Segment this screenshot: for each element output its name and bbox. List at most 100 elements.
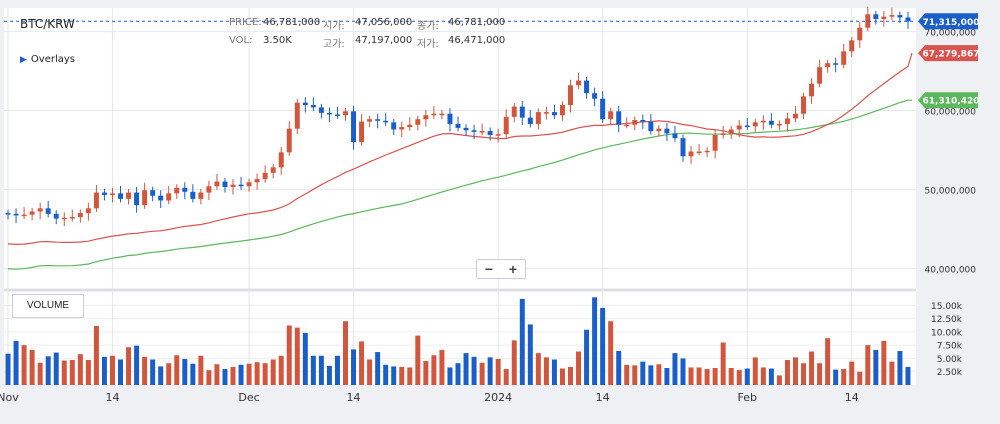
volume-bar <box>656 364 662 385</box>
volume-bar <box>262 363 268 385</box>
volume-bar <box>495 358 501 385</box>
volume-bar <box>559 368 565 385</box>
close-value: 46,781,000 <box>448 17 506 28</box>
volume-bar <box>326 365 332 385</box>
candle-body <box>190 191 196 199</box>
volume-bar <box>367 359 373 385</box>
overlays-toggle[interactable]: ▶ Overlays <box>20 54 75 65</box>
candle-body <box>126 192 132 199</box>
volume-bar <box>592 297 598 385</box>
volume-bar <box>857 371 863 385</box>
volume-bar <box>45 356 51 385</box>
volume-bar <box>487 357 493 385</box>
zoom-in-button[interactable]: + <box>508 261 518 277</box>
candle-body <box>69 217 75 219</box>
volume-tick-label: 7.50k <box>937 342 963 352</box>
volume-bar <box>736 370 742 385</box>
candle-body <box>873 14 879 20</box>
ma-fast-tag: 67,279,867 <box>923 50 980 60</box>
volume-bar <box>134 345 140 385</box>
volume-bar <box>423 361 429 385</box>
volume-bar <box>568 366 573 385</box>
candle-body <box>93 192 99 209</box>
candle-body <box>487 131 493 135</box>
volume-bar <box>310 355 316 385</box>
candle-body <box>351 111 357 143</box>
volume-bar <box>343 321 348 385</box>
volume-bar <box>720 342 726 385</box>
volume-bar <box>905 366 911 385</box>
volume-bar <box>624 364 630 385</box>
high-value: 47,197,000 <box>355 35 413 46</box>
date-tick-label: 14 <box>105 391 119 404</box>
candle-body <box>801 96 807 114</box>
volume-bar <box>439 349 445 385</box>
candle-body <box>326 112 332 115</box>
volume-bar <box>286 325 292 385</box>
candle-body <box>833 63 839 65</box>
volume-bar <box>841 369 847 385</box>
candle-body <box>423 115 429 120</box>
candle-body <box>367 119 373 122</box>
candle-body <box>53 213 59 219</box>
candle-body <box>511 106 517 117</box>
candle-body <box>857 27 863 41</box>
candle-body <box>881 16 887 20</box>
volume-bar <box>535 353 541 385</box>
candle-body <box>865 14 871 28</box>
volume-bar <box>479 362 485 385</box>
candle-body <box>559 105 565 116</box>
current-price-tag: 71,315,000 <box>923 18 980 28</box>
overlays-label: Overlays <box>30 54 76 65</box>
volume-bar <box>351 349 357 385</box>
candle-body <box>648 121 654 132</box>
date-tick-label: Nov <box>0 391 19 404</box>
candle-body <box>592 93 598 99</box>
candle-body <box>543 112 549 114</box>
volume-bar <box>222 369 228 385</box>
candle-body <box>13 213 19 216</box>
volume-bar <box>873 349 879 385</box>
candle-body <box>359 121 365 143</box>
volume-bar <box>704 369 710 385</box>
candle-body <box>318 107 324 113</box>
candle-body <box>584 80 590 94</box>
candle-body <box>849 40 855 52</box>
volume-bar <box>5 353 11 385</box>
ma-slow-tag: 61,310,420 <box>923 97 980 107</box>
volume-bar <box>471 356 477 385</box>
volume-bar <box>109 355 115 385</box>
volume-bar <box>672 353 678 385</box>
volume-bar <box>198 355 204 385</box>
vol-value: 3.50K <box>263 35 292 46</box>
volume-bar <box>712 367 718 385</box>
candle-body <box>503 116 509 135</box>
candle-body <box>841 51 847 65</box>
volume-bar <box>238 364 244 385</box>
volume-bar <box>760 367 766 385</box>
volume-tick-label: 15.00k <box>931 302 963 312</box>
price-label: PRICE: <box>229 17 262 28</box>
candle-body <box>214 181 220 187</box>
symbol-title: BTC/KRW <box>20 17 75 31</box>
candle-body <box>101 192 107 195</box>
price-value: 46,781,000 <box>263 17 321 28</box>
ma-fast-line <box>7 52 913 246</box>
candle-body <box>455 123 461 128</box>
candle-body <box>568 85 573 106</box>
candle-body <box>889 15 895 17</box>
volume-bar <box>849 361 855 385</box>
volume-bar <box>809 351 815 385</box>
volume-bar <box>126 347 132 385</box>
candle-body <box>776 123 782 126</box>
volume-bar <box>881 340 887 385</box>
candle-body <box>817 67 823 84</box>
candle-body <box>118 193 124 199</box>
zoom-out-button[interactable]: − <box>484 261 494 277</box>
candle-body <box>447 113 453 124</box>
volume-bar <box>190 363 196 385</box>
volume-bar <box>600 307 606 385</box>
candle-body <box>383 120 389 123</box>
volume-bar <box>118 359 124 385</box>
